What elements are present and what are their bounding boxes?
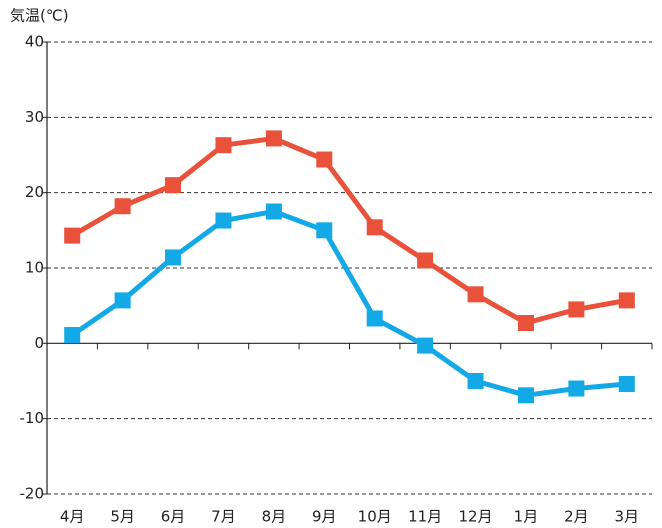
y-axis-label: 気温(℃) xyxy=(10,7,69,25)
data-point xyxy=(417,337,434,354)
data-point xyxy=(64,327,81,344)
data-point xyxy=(265,130,282,147)
data-point xyxy=(265,203,282,220)
x-tick-label: 4月 xyxy=(60,508,85,526)
series-line xyxy=(70,135,628,326)
data-point xyxy=(568,380,585,397)
y-tick-label: -10 xyxy=(20,409,45,427)
data-point xyxy=(366,310,383,327)
data-point xyxy=(316,151,333,168)
data-point xyxy=(215,212,232,229)
data-point xyxy=(114,292,131,309)
x-tick-label: 9月 xyxy=(312,508,337,526)
data-point xyxy=(215,137,232,154)
y-tick-label: -20 xyxy=(20,485,45,503)
data-point xyxy=(165,249,182,266)
x-tick-label: 8月 xyxy=(262,508,287,526)
y-tick-label: 30 xyxy=(25,108,44,126)
data-point xyxy=(467,373,484,389)
data-point xyxy=(114,198,131,215)
data-point xyxy=(517,314,534,331)
y-tick-label: 20 xyxy=(25,183,44,201)
x-tick-label: 6月 xyxy=(161,508,186,526)
x-tick-label: 10月 xyxy=(358,508,392,526)
data-point xyxy=(417,252,434,269)
x-tick-label: 1月 xyxy=(514,508,539,526)
x-tick-label: 3月 xyxy=(615,508,640,526)
x-tick-label: 2月 xyxy=(564,508,589,526)
x-tick-label: 7月 xyxy=(211,508,236,526)
data-point xyxy=(517,387,534,404)
data-point xyxy=(64,227,81,244)
x-tick-label: 12月 xyxy=(458,508,492,526)
y-tick-label: 10 xyxy=(25,259,44,277)
data-point xyxy=(316,222,333,239)
y-tick-label: 40 xyxy=(25,33,44,51)
data-point xyxy=(618,376,635,393)
series-line xyxy=(70,209,628,398)
data-point xyxy=(618,292,635,309)
x-tick-label: 5月 xyxy=(110,508,135,526)
data-point xyxy=(165,177,182,194)
x-tick-label: 11月 xyxy=(408,508,442,526)
y-tick-label: 0 xyxy=(34,334,44,352)
data-point xyxy=(568,301,585,318)
data-point xyxy=(366,219,383,236)
data-point xyxy=(467,286,484,303)
